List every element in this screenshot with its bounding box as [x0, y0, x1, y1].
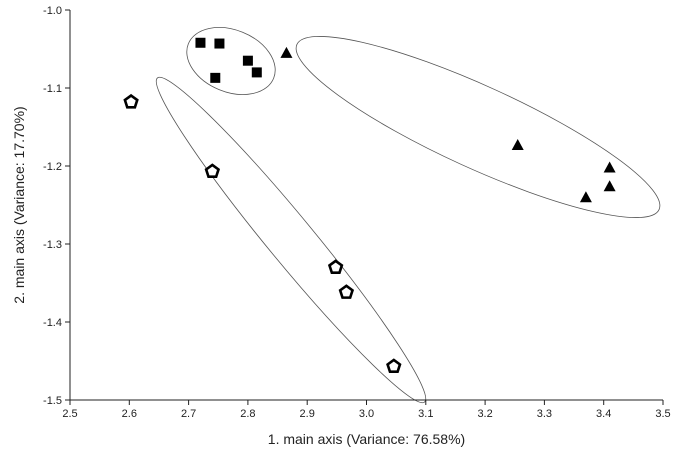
y-tick-label: -1.1 [43, 83, 62, 95]
y-tick-label: -1.5 [43, 395, 62, 407]
square-point [195, 37, 206, 48]
cluster-ellipse [186, 27, 276, 95]
pentagon-point [386, 358, 402, 374]
square-point [214, 38, 225, 49]
cluster-ellipse [155, 76, 427, 404]
pentagon-point [204, 163, 221, 179]
x-ticks: 2.5 2.6 2.7 2.8 2.9 3.0 3.1 3.2 3.3 3.4 3.5 [62, 400, 671, 420]
triangle-point [603, 161, 616, 173]
x-tick-label: 2.5 [62, 408, 77, 420]
pentagon-point [327, 259, 344, 274]
x-tick-label: 3.3 [537, 408, 552, 420]
pentagon-point [123, 93, 139, 109]
y-tick-label: -1.2 [43, 161, 62, 173]
x-tick-label: 3.2 [477, 408, 492, 420]
square-point [210, 72, 221, 83]
x-tick-label: 3.5 [655, 408, 670, 420]
x-tick-label: 2.9 [300, 408, 315, 420]
x-tick-label: 3.1 [418, 408, 433, 420]
x-tick-label: 2.7 [181, 408, 196, 420]
triangle-point [603, 180, 616, 192]
square-point [251, 67, 262, 78]
x-tick-label: 2.8 [240, 408, 255, 420]
square-point [242, 55, 253, 66]
axes [69, 10, 663, 401]
data-points [123, 37, 616, 374]
y-tick-label: -1.0 [43, 5, 62, 17]
y-axis-title: 2. main axis (Variance: 17.70%) [11, 106, 27, 303]
x-axis-title: 1. main axis (Variance: 76.58%) [268, 431, 465, 447]
y-tick-label: -1.3 [43, 239, 62, 251]
y-tick-label: -1.4 [43, 317, 62, 329]
pentagon-point [338, 284, 355, 299]
y-ticks: -1.0 -1.1 -1.2 -1.3 -1.4 -1.5 [43, 5, 70, 407]
triangle-point [579, 191, 592, 203]
x-tick-label: 3.4 [596, 408, 611, 420]
cluster-ellipses [155, 27, 661, 404]
triangle-point [511, 138, 524, 150]
triangle-point [280, 46, 293, 58]
cluster-ellipse [295, 36, 661, 218]
x-tick-label: 2.6 [122, 408, 137, 420]
x-tick-label: 3.0 [359, 408, 374, 420]
